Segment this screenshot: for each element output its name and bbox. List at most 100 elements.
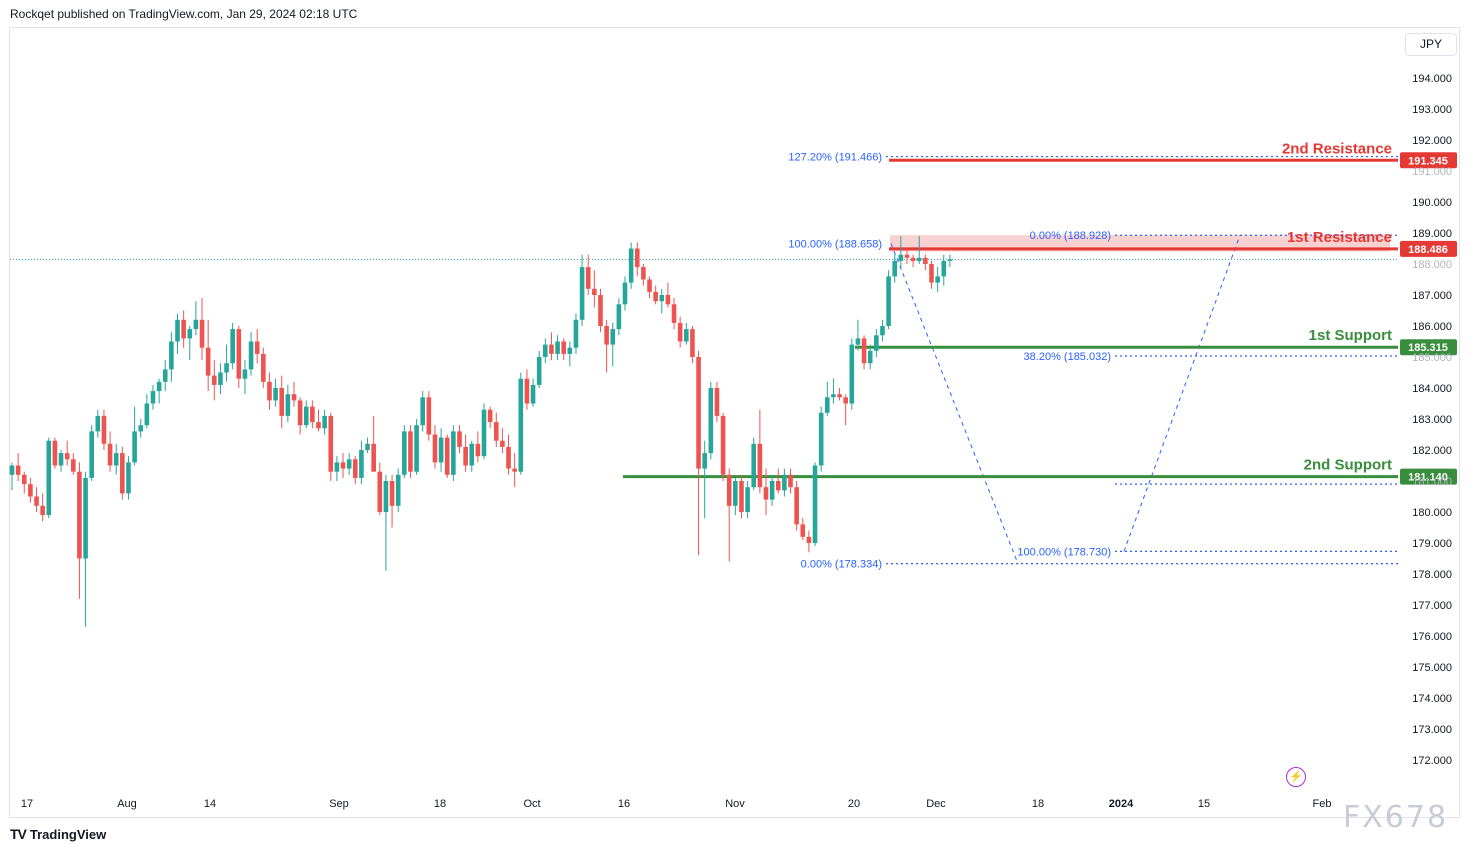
candle (83, 471, 88, 627)
price-axis-layer: 194.000 193.000 192.000 191.000 190.000 189.0… (1412, 73, 1452, 767)
candle (880, 319, 885, 342)
candle (248, 332, 254, 376)
candle (665, 282, 671, 308)
candle (592, 270, 597, 308)
candle-body (95, 415, 101, 432)
x-tick-label: Feb (1313, 798, 1332, 810)
lightning-icon[interactable]: ⚡ (1286, 767, 1306, 787)
candle (120, 446, 125, 500)
candle (144, 394, 150, 429)
candle-body (561, 341, 566, 354)
candle-body (199, 319, 205, 348)
candle-body (739, 481, 744, 512)
candle-body (187, 329, 193, 339)
level-price-label: 185.315 (1408, 342, 1448, 354)
candle (641, 264, 646, 286)
candle (659, 288, 665, 314)
candle (279, 375, 285, 429)
candle (634, 242, 640, 277)
candle-body (432, 434, 438, 463)
candle (475, 431, 481, 463)
candle-body (604, 326, 609, 345)
y-tick-label: 180.000 (1412, 507, 1452, 519)
y-tick-label: 176.000 (1412, 631, 1452, 643)
candle (414, 419, 419, 475)
candle-body (15, 465, 21, 475)
candle-body (806, 536, 812, 543)
candle (101, 409, 107, 450)
candle (346, 453, 352, 475)
candle (371, 415, 376, 472)
candle (794, 481, 799, 531)
candle (849, 338, 855, 410)
candle-body (867, 350, 873, 364)
candle-body (28, 484, 33, 497)
candle-body (420, 397, 426, 426)
candle (702, 440, 707, 519)
candle (365, 437, 370, 454)
candle (322, 409, 327, 435)
candle (923, 254, 928, 271)
candle-body (579, 267, 585, 320)
candle (904, 248, 910, 264)
candle-body (328, 415, 334, 472)
candle (696, 350, 701, 556)
candle (892, 254, 898, 283)
candle (328, 412, 334, 481)
candle (169, 332, 174, 382)
candle-body (261, 353, 266, 382)
candle-body (751, 443, 757, 488)
fx678-watermark: FX678 (1343, 800, 1449, 835)
candle (34, 487, 39, 512)
candle (481, 403, 487, 460)
candle-body (481, 409, 487, 457)
candle (690, 326, 695, 364)
y-tick-label: 179.000 (1412, 538, 1452, 550)
candle-body (714, 388, 720, 416)
candle-body (346, 459, 352, 469)
candle (684, 322, 689, 345)
candle (261, 347, 266, 388)
candle (150, 384, 156, 410)
candle-body (377, 471, 383, 512)
y-tick-label: 183.000 (1412, 414, 1452, 426)
candle-body (291, 394, 297, 401)
candle-body (598, 295, 603, 326)
candle (316, 409, 321, 432)
candle-body (923, 257, 928, 264)
candle (567, 341, 573, 367)
candle-body (684, 329, 689, 342)
candle (622, 276, 628, 311)
candle-body (690, 329, 695, 357)
currency-selector[interactable]: JPY (1405, 33, 1457, 56)
candle-body (359, 450, 364, 478)
candle-body (40, 505, 45, 516)
y-tick-label: 189.000 (1412, 228, 1452, 240)
candle-body (904, 254, 910, 258)
candle-body (402, 431, 407, 475)
candle (52, 437, 58, 469)
candle (788, 468, 793, 494)
level-name: 1st Resistance (1287, 229, 1392, 246)
fib-label: 100.00% (178.730) (1017, 546, 1111, 558)
y-tick-label: 182.000 (1412, 445, 1452, 457)
candle-body (702, 453, 707, 469)
y-tick-label: 177.000 (1412, 600, 1452, 612)
candle-body (426, 397, 432, 435)
candle (751, 437, 757, 491)
candle-body (935, 276, 940, 283)
fib-trend-line (1123, 235, 1241, 552)
candle-body (898, 254, 904, 261)
candle (340, 453, 346, 478)
candle-body (622, 282, 628, 305)
y-tick-label: 173.000 (1412, 724, 1452, 736)
candle-body (831, 394, 836, 398)
x-tick-label: Aug (117, 798, 137, 810)
candle-body (794, 487, 799, 525)
candle-body (769, 481, 775, 500)
candle-body (861, 338, 867, 364)
y-tick-label: 174.000 (1412, 693, 1452, 705)
chart-frame (9, 27, 1460, 818)
candle (861, 335, 867, 370)
